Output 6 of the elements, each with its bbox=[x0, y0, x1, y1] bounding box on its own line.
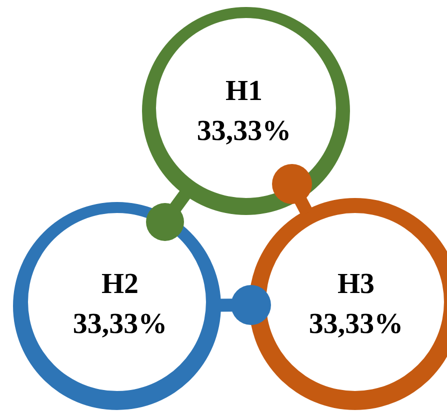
data-label: 33,33% bbox=[196, 115, 292, 147]
category-label: H1 bbox=[225, 75, 263, 107]
data-label: 33,33% bbox=[72, 308, 168, 340]
category-label: H3 bbox=[337, 268, 375, 300]
data-label: 33,33% bbox=[308, 308, 404, 340]
category-label: H2 bbox=[101, 268, 139, 300]
